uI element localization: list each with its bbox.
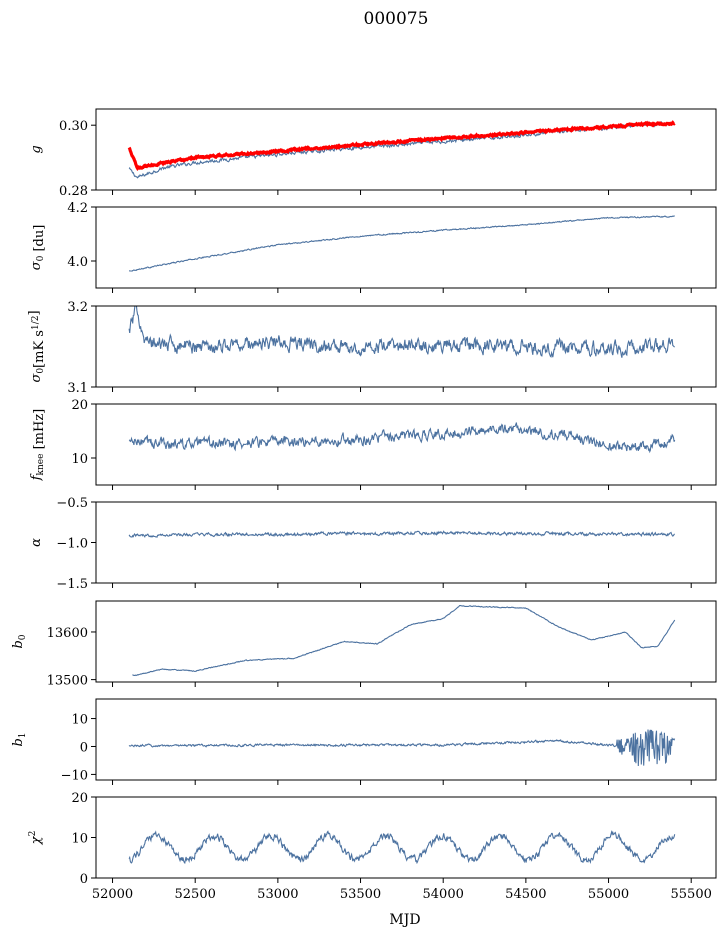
axes-frame bbox=[95, 600, 717, 683]
y-tick-label: 20 bbox=[71, 398, 88, 413]
y-tick-label: 10 bbox=[71, 452, 88, 467]
series-line-1 bbox=[128, 422, 676, 454]
axes-frame bbox=[95, 305, 717, 388]
subplot-5: −1.5 −1.0 −0.5 α bbox=[29, 496, 717, 592]
y-tick-label: −1.5 bbox=[56, 577, 88, 592]
x-tick-label: 52500 bbox=[175, 887, 216, 902]
y-tick-label: 4.0 bbox=[67, 255, 88, 270]
x-tick-label: 54000 bbox=[423, 887, 464, 902]
y-tick-label: 4.2 bbox=[67, 201, 88, 216]
figure-title: 000075 bbox=[364, 9, 429, 29]
x-tick-label: 53000 bbox=[257, 887, 298, 902]
y-tick-label: 3.2 bbox=[67, 300, 88, 315]
subplot-2: 4.0 4.2 σ0 [du] bbox=[29, 201, 717, 293]
series-line-1 bbox=[128, 729, 676, 767]
y-axis-label: fknee [mHz] bbox=[29, 409, 47, 482]
y-tick-label: 10 bbox=[71, 713, 88, 728]
y-tick-label: 3.1 bbox=[67, 381, 88, 396]
y-tick-label: 0.28 bbox=[59, 184, 88, 199]
y-tick-label: 13600 bbox=[47, 626, 88, 641]
x-tick-label: 54500 bbox=[505, 887, 546, 902]
y-tick-label: −0.5 bbox=[56, 496, 88, 511]
y-tick-label: −10 bbox=[61, 768, 88, 783]
x-axis-label: MJD bbox=[389, 912, 420, 928]
y-axis-label: σ0 [du] bbox=[29, 225, 47, 271]
y-tick-label: 20 bbox=[71, 791, 88, 806]
y-axis-label: σ0[mK s1/2] bbox=[27, 310, 47, 382]
axes-frame bbox=[95, 501, 717, 584]
y-axis-label: χ2 bbox=[28, 831, 44, 846]
subplot-6: 13500 13600 b0 bbox=[11, 600, 717, 689]
y-axis-label: g bbox=[29, 145, 44, 153]
axes-frame bbox=[95, 206, 717, 289]
subplot-1: 0.28 0.30 g bbox=[29, 108, 717, 199]
x-tick-label: 53500 bbox=[340, 887, 381, 902]
series-line-1 bbox=[128, 829, 676, 865]
axes-frame bbox=[95, 108, 717, 191]
subplot-3: 3.1 3.2 σ0[mK s1/2] bbox=[27, 300, 717, 396]
axes-frame bbox=[95, 796, 717, 879]
series-line-1 bbox=[132, 605, 676, 677]
series-line-2 bbox=[127, 120, 676, 171]
y-axis-label: b1 bbox=[11, 732, 28, 746]
axes-frame bbox=[95, 698, 717, 781]
subplot-4: 10 20 fknee [mHz] bbox=[29, 398, 717, 490]
y-tick-label: −1.0 bbox=[56, 537, 88, 552]
series-line-1 bbox=[129, 215, 675, 272]
subplot-8: 0 10 20 52000 52500 53000 53500 54000 54500 55000… bbox=[28, 791, 717, 902]
x-tick-label: 55000 bbox=[588, 887, 629, 902]
y-tick-label: 0 bbox=[80, 872, 88, 887]
y-tick-label: 0 bbox=[80, 740, 88, 755]
series-line-1 bbox=[128, 120, 675, 179]
y-axis-label: α bbox=[29, 538, 44, 547]
x-tick-label: 52000 bbox=[92, 887, 133, 902]
axes-frame bbox=[95, 403, 717, 486]
series-line-1 bbox=[128, 306, 676, 358]
y-tick-label: 10 bbox=[71, 832, 88, 847]
y-axis-label: b0 bbox=[11, 634, 28, 648]
subplot-7: −10 0 10 b1 bbox=[11, 698, 717, 785]
subplots: 0.28 0.30 g 4.0 4.2 σ0 [du] 3.1 3.2 σ0[mK s1/2] 1… bbox=[11, 108, 717, 902]
y-tick-label: 13500 bbox=[47, 674, 88, 689]
y-tick-label: 0.30 bbox=[59, 119, 88, 134]
series-line-1 bbox=[128, 530, 676, 538]
x-tick-label: 55500 bbox=[671, 887, 712, 902]
